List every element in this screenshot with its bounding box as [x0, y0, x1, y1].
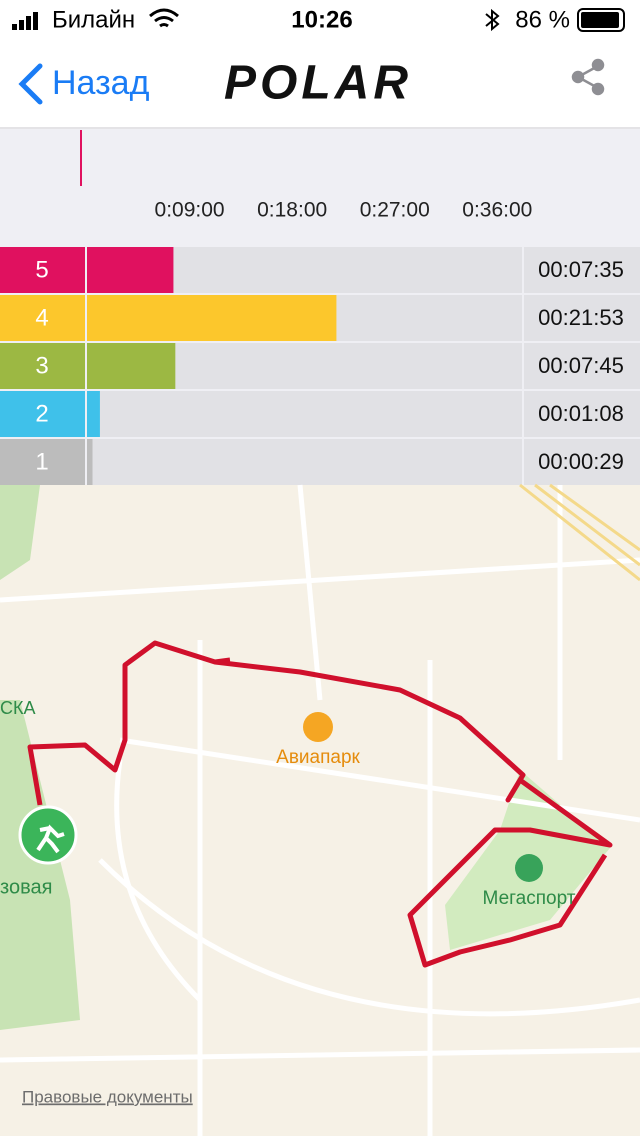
- park: [0, 485, 40, 580]
- zone-chart: 0:09:00 0:18:00 0:27:00 0:36:00 5 00:07:35 4 00…: [0, 199, 640, 485]
- value-label: 00:07:45: [538, 353, 624, 378]
- bar: [87, 391, 100, 437]
- x-tick-label: 0:09:00: [155, 199, 225, 222]
- runner-icon: [36, 824, 65, 854]
- route: [27, 640, 613, 968]
- clock: 10:26: [291, 6, 352, 33]
- poi-label: Авиапарк: [276, 747, 360, 768]
- zone-label: 3: [35, 352, 48, 379]
- railway: [519, 483, 640, 582]
- header-bg: [0, 0, 640, 128]
- carrier: Билайн: [52, 6, 135, 33]
- map: Авиапарк Мегаспорт СКА зовая Правовые до…: [0, 483, 640, 1136]
- bar: [87, 247, 174, 293]
- poi-icon[interactable]: [303, 712, 333, 742]
- signal: [12, 12, 38, 30]
- legal-link[interactable]: Правовые документы: [22, 1087, 193, 1106]
- zone-cell: [0, 391, 85, 437]
- wifi-icon: [149, 8, 179, 28]
- value-cell: [524, 391, 640, 437]
- zone-label: 1: [35, 448, 48, 475]
- battery-icon: [577, 8, 625, 32]
- back-chevron[interactable]: [18, 63, 43, 105]
- value-label: 00:07:35: [538, 257, 624, 282]
- battery-text: 86 %: [515, 6, 570, 33]
- x-tick-label: 0:36:00: [462, 199, 532, 222]
- value-label: 00:01:08: [538, 401, 624, 426]
- back-button[interactable]: Назад: [52, 64, 150, 102]
- value-cell: [524, 343, 640, 389]
- zone-cell: [0, 439, 85, 485]
- map-label: зовая: [0, 876, 52, 898]
- battery-level: [581, 12, 619, 28]
- zone-label: 2: [35, 400, 48, 427]
- bar: [87, 295, 337, 341]
- map-label: СКА: [0, 698, 36, 718]
- bar: [87, 439, 93, 485]
- value-label: 00:00:29: [538, 449, 624, 474]
- bluetooth-icon: [485, 8, 500, 32]
- value-cell: [524, 295, 640, 341]
- bar-track: [87, 391, 522, 437]
- poi-icon[interactable]: [515, 854, 543, 882]
- value-cell: [524, 439, 640, 485]
- bar: [87, 343, 176, 389]
- poi-label: Мегаспорт: [483, 888, 576, 909]
- x-tick-label: 0:27:00: [360, 199, 430, 222]
- polar-logo: POLAR: [224, 57, 412, 110]
- share-button[interactable]: [571, 58, 605, 96]
- roads: [0, 484, 640, 1136]
- zone-label: 4: [35, 304, 48, 331]
- park: [0, 700, 80, 1030]
- bar-track: [87, 439, 522, 485]
- zone-cell: [0, 247, 85, 293]
- value-cell: [524, 247, 640, 293]
- x-tick-label: 0:18:00: [257, 199, 327, 222]
- zone-label: 5: [35, 256, 48, 283]
- zone-cell: [0, 343, 85, 389]
- value-label: 00:21:53: [538, 305, 624, 330]
- zone-cell: [0, 295, 85, 341]
